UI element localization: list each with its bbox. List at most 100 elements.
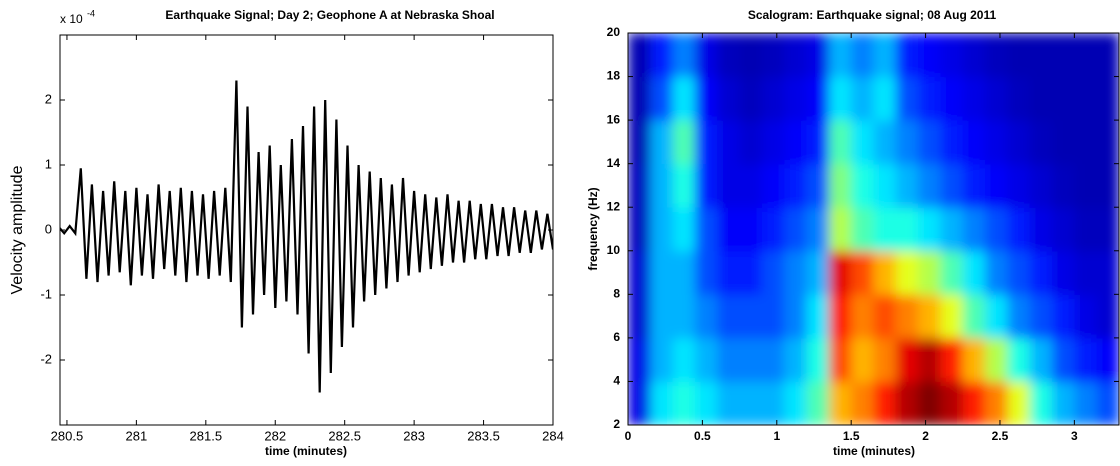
heatmap-cell [717,76,741,121]
heatmap-cell [784,207,808,252]
heatmap-cell [873,337,897,382]
heatmap-cell [650,294,674,339]
heatmap-cell [828,294,852,339]
heatmap-cell [873,207,897,252]
heatmap-cell [784,76,808,121]
heatmap-cell [828,76,852,121]
heatmap-cell [806,294,830,339]
heatmap-cell [672,120,696,165]
heatmap-cell [985,163,1008,208]
heatmap-cell [717,337,741,382]
heatmap-cell [1096,120,1120,165]
x-tick-label: 283.5 [467,428,500,443]
heatmap-cell [1007,294,1031,339]
heatmap-cell [1007,33,1031,78]
heatmap-cell [1096,250,1120,295]
heatmap [628,33,1120,425]
heatmap-cell [828,337,852,382]
heatmap-cell [650,76,674,121]
heatmap-cell [1007,76,1031,121]
heatmap-cell [1074,250,1098,295]
heatmap-cell [717,294,741,339]
heatmap-cell [784,250,808,295]
heatmap-cell [694,207,718,252]
heatmap-cell [895,163,919,208]
heatmap-cell [985,294,1008,339]
heatmap-cell [717,381,741,425]
heatmap-cell [1052,250,1075,295]
heatmap-cell [918,76,941,121]
heatmap-cell [1007,207,1031,252]
heatmap-cell [628,76,651,121]
heatmap-cell [962,381,986,425]
x-tick-label: 280.5 [51,428,84,443]
heatmap-cell [1052,207,1075,252]
heatmap-cell [694,337,718,382]
x-tick-label: 283 [403,428,425,443]
heatmap-cell [739,337,763,382]
left-title: Earthquake Signal; Day 2; Geophone A at … [165,8,494,22]
heatmap-cell [1029,381,1053,425]
heatmap-cell [1074,120,1098,165]
heatmap-cell [918,381,941,425]
heatmap-cell [694,250,718,295]
heatmap-cell [962,163,986,208]
heatmap-cell [717,120,741,165]
y-tick-label: 20 [607,25,621,39]
heatmap-cell [1029,76,1053,121]
heatmap-cell [940,33,964,78]
heatmap-cell [985,76,1008,121]
heatmap-cell [873,76,897,121]
heatmap-cell [806,207,830,252]
heatmap-cell [962,337,986,382]
heatmap-cell [895,337,919,382]
heatmap-cell [851,381,874,425]
heatmap-cell [1007,337,1031,382]
heatmap-cell [650,381,674,425]
heatmap-cell [806,163,830,208]
plot-area [60,80,553,393]
y-tick-label: 18 [607,69,621,83]
y-tick-label: 10 [607,243,621,257]
x-tick-label: 2 [922,429,929,443]
y-tick-label: 6 [613,330,620,344]
heatmap-cell [761,294,785,339]
heatmap-cell [694,381,718,425]
left-x-label: time (minutes) [265,444,347,458]
heatmap-cell [1029,163,1053,208]
heatmap-cell [672,163,696,208]
heatmap-cell [851,33,874,78]
heatmap-cell [962,250,986,295]
heatmap-cell [806,33,830,78]
x-tick-label: 0 [625,429,632,443]
heatmap-cell [672,337,696,382]
y-tick-label: 0 [45,221,52,236]
heatmap-cell [761,76,785,121]
heatmap-cell [1007,120,1031,165]
heatmap-cell [672,76,696,121]
heatmap-cell [739,33,763,78]
heatmap-cell [650,33,674,78]
exponent-base: x 10 [60,12,83,26]
heatmap-cell [985,381,1008,425]
heatmap-cell [650,207,674,252]
heatmap-cell [1029,120,1053,165]
heatmap-cell [717,250,741,295]
axes-box [627,32,1120,426]
heatmap-cell [895,76,919,121]
heatmap-cell [694,33,718,78]
right-x-label: time (minutes) [833,444,915,458]
heatmap-cell [828,250,852,295]
heatmap-cell [784,337,808,382]
y-tick-label: 16 [607,112,621,126]
heatmap-cell [806,381,830,425]
heatmap-cell [739,381,763,425]
x-tick-label: 1 [773,429,780,443]
y-tick-label: -1 [40,286,52,301]
signal-line [60,80,553,393]
heatmap-cell [918,33,941,78]
x-tick-label: 2.5 [992,429,1009,443]
heatmap-cell [962,207,986,252]
heatmap-cell [739,250,763,295]
heatmap-cell [1096,207,1120,252]
